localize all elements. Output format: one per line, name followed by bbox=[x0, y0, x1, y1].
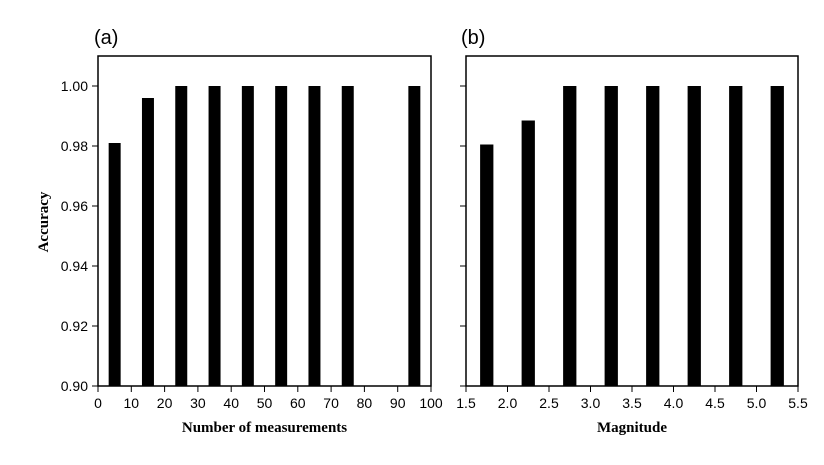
panel-b-x-tick-label-8: 5.5 bbox=[788, 395, 808, 411]
panel-a-bar-2 bbox=[175, 86, 188, 386]
panel-a-y-axis-title: Accuracy bbox=[36, 191, 52, 252]
panel-b-x-tick-label-5: 4.0 bbox=[664, 395, 684, 411]
panel-a-bar-0 bbox=[108, 143, 121, 386]
panel-b-x-tick-label-6: 4.5 bbox=[705, 395, 725, 411]
panel-a-y-tick-label-3: 0.96 bbox=[61, 198, 88, 214]
panel-a-x-tick-label-3: 30 bbox=[190, 395, 206, 411]
panel-a-x-tick-label-2: 20 bbox=[157, 395, 173, 411]
panel-a-x-tick-label-8: 80 bbox=[357, 395, 373, 411]
panel-b-bar-1 bbox=[521, 120, 535, 386]
panel-a-y-tick-label-5: 1.00 bbox=[61, 78, 88, 94]
panel-b: (b) Magnitude 1.5 2.0 2.5 3.0 3.5 4.0 4.5 5.0 5.… bbox=[456, 27, 808, 436]
panel-a-bars bbox=[108, 86, 421, 386]
panel-b-x-tick-label-7: 5.0 bbox=[747, 395, 767, 411]
panel-a-bar-7 bbox=[341, 86, 354, 386]
panel-b-x-tick-label-3: 3.0 bbox=[581, 395, 601, 411]
panel-a-x-tick-label-1: 10 bbox=[124, 395, 140, 411]
panel-b-x-tick-label-1: 2.0 bbox=[498, 395, 518, 411]
panel-a-x-tick-label-0: 0 bbox=[94, 395, 102, 411]
panel-a-bar-8 bbox=[408, 86, 421, 386]
panel-b-x-tick-label-0: 1.5 bbox=[456, 395, 476, 411]
panel-b-x-ticks: 1.5 2.0 2.5 3.0 3.5 4.0 4.5 5.0 5.5 bbox=[456, 386, 808, 411]
panel-b-bar-4 bbox=[646, 86, 660, 386]
panel-a-bar-1 bbox=[141, 98, 154, 386]
panel-b-bar-0 bbox=[480, 144, 494, 386]
panel-b-x-tick-label-2: 2.5 bbox=[539, 395, 559, 411]
panel-a-y-tick-label-0: 0.90 bbox=[61, 378, 88, 394]
panel-a-y-tick-label-4: 0.98 bbox=[61, 138, 88, 154]
panel-b-bar-3 bbox=[604, 86, 618, 386]
panel-a-x-ticks: 0 10 20 30 40 50 60 70 80 90 100 bbox=[94, 386, 443, 411]
panel-b-label: (b) bbox=[461, 27, 485, 49]
panel-a-x-tick-label-6: 60 bbox=[290, 395, 306, 411]
panel-a-y-tick-label-2: 0.94 bbox=[61, 258, 88, 274]
panel-b-x-tick-label-4: 3.5 bbox=[622, 395, 642, 411]
panel-a-bar-4 bbox=[241, 86, 254, 386]
panel-a-y-ticks: 0.90 0.92 0.94 0.96 0.98 1.00 bbox=[61, 78, 98, 394]
panel-b-plot-frame bbox=[465, 55, 799, 387]
panel-a-label: (a) bbox=[94, 27, 118, 49]
panel-a-x-tick-label-7: 70 bbox=[323, 395, 339, 411]
panel-a-bar-6 bbox=[308, 86, 321, 386]
panel-a: (a) Number of measurements Accuracy 0 10 2… bbox=[36, 27, 443, 436]
panel-a-bar-5 bbox=[275, 86, 288, 386]
panel-a-x-axis-title: Number of measurements bbox=[182, 420, 347, 436]
panel-a-x-tick-label-5: 50 bbox=[257, 395, 273, 411]
panel-a-bar-3 bbox=[208, 86, 221, 386]
panel-b-bar-5 bbox=[687, 86, 701, 386]
panel-b-x-axis-title: Magnitude bbox=[597, 420, 667, 436]
panel-a-x-tick-label-9: 90 bbox=[390, 395, 406, 411]
panel-b-bar-7 bbox=[770, 86, 784, 386]
panel-b-y-ticks bbox=[460, 85, 466, 387]
panel-a-y-tick-label-1: 0.92 bbox=[61, 318, 88, 334]
panel-a-x-tick-label-10: 100 bbox=[419, 395, 443, 411]
panel-b-bars bbox=[480, 86, 784, 386]
panel-b-bar-6 bbox=[729, 86, 743, 386]
panel-b-bar-2 bbox=[563, 86, 577, 386]
panel-a-x-tick-label-4: 40 bbox=[223, 395, 239, 411]
